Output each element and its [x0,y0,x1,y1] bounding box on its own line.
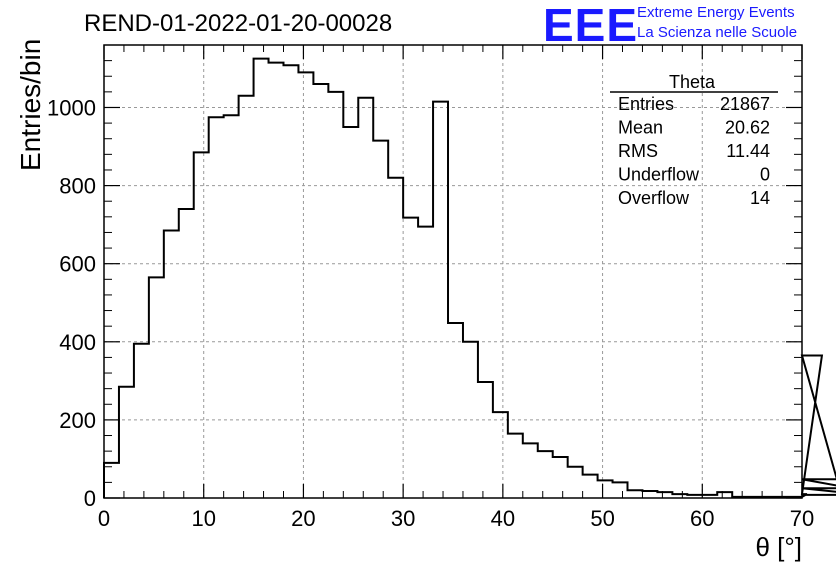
stats-label: Entries [618,94,674,114]
logo-text-line2: La Scienza nelle Scuole [637,24,798,41]
x-tick-label: 30 [391,506,415,531]
logo-text-line1: Extreme Energy Events [637,4,795,21]
plot-frame [103,44,803,499]
axis-ticks [103,44,803,499]
stats-value: 0 [760,165,770,185]
y-tick-label: 800 [59,174,96,199]
eee-logo-mark: EEE [543,0,639,51]
chart-title: REND-01-2022-01-20-00028 [84,10,393,37]
y-tick-label: 1000 [47,95,96,120]
x-tick-label: 40 [491,506,515,531]
histogram-outline [103,57,836,498]
x-tick-label: 20 [291,506,315,531]
tick-labels: 0 10 20 30 40 50 60 70 0 200 400 600 800 1000 [47,95,814,531]
x-tick-label: 70 [790,506,814,531]
stats-label: Underflow [618,165,700,185]
stats-value: 20.62 [725,118,770,138]
x-tick-label: 50 [590,506,614,531]
y-tick-label: 600 [59,252,96,277]
stats-label: Mean [618,118,663,138]
stats-value: 14 [750,188,770,208]
stats-label: RMS [618,141,658,161]
x-axis-label: θ [°] [755,532,802,562]
grid-lines [104,45,802,498]
y-tick-label: 400 [59,330,96,355]
stats-label: Overflow [618,188,690,208]
stats-value: 21867 [720,94,770,114]
stats-title: Theta [669,72,716,92]
y-tick-label: 200 [59,408,96,433]
y-tick-label: 0 [84,486,96,511]
stats-value: 11.44 [726,141,770,161]
x-tick-label: 60 [690,506,714,531]
x-tick-label: 0 [98,506,110,531]
x-tick-label: 10 [191,506,215,531]
